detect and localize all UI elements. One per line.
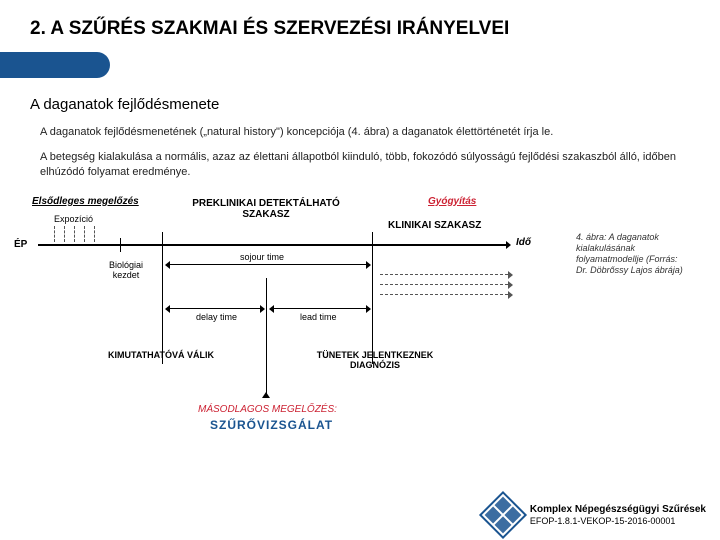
logo-code: EFOP-1.8.1-VEKOP-15-2016-00001 [530,516,706,526]
screen-arrowhead [262,392,270,398]
vline-screen [266,278,267,398]
body-paragraph-1: A daganatok fejlődésmenetének („natural … [0,121,720,146]
vline-detect [162,256,163,364]
body-paragraph-2: A betegség kialakulása a normális, azaz … [0,146,720,186]
diagram: Elsődleges megelőzés Expozíció PREKLINIK… [10,192,570,442]
label-secondary: MÁSODLAGOS MEGELŐZÉS: [198,404,337,415]
exp-arrow-3 [74,226,75,242]
logo-icon [479,491,527,539]
lead-line [274,308,366,309]
exp-arrow-1 [54,226,55,242]
vline-diag [372,256,373,364]
label-detectable: KIMUTATHATÓVÁ VÁLIK [106,350,216,360]
delay-line [170,308,260,309]
label-exposure: Expozíció [54,214,93,224]
label-primary-prevention: Elsődleges megelőzés [32,196,139,207]
label-screening: SZŰRŐVIZSGÁLAT [210,418,333,432]
timeline-axis [38,244,506,246]
label-symptoms: TÜNETEK JELENTKEZNEK DIAGNÓZIS [310,350,440,370]
label-preclinical: PREKLINIKAI DETEKTÁLHATÓ SZAKASZ [186,198,346,220]
label-ido: Idő [516,237,531,248]
dash-ido-3 [380,294,508,295]
subtitle: A daganatok fejlődésmenete [0,78,720,121]
banner [0,52,110,78]
tick-diag [372,232,373,256]
tick-bio [120,238,121,252]
logo-title: Komplex Népegészségügyi Szűrések [530,504,706,516]
label-lead: lead time [300,312,337,322]
label-bio-start: Biológiai kezdet [96,260,156,280]
sojourn-line [170,264,366,265]
label-sojourn: sojour time [240,252,284,262]
label-delay: delay time [196,312,237,322]
exp-arrow-5 [94,226,95,242]
dash-ido-1 [380,274,508,275]
page-title: 2. A SZŰRÉS SZAKMAI ÉS SZERVEZÉSI IRÁNYE… [30,18,690,40]
label-ep: ÉP [14,239,27,250]
exp-arrow-4 [84,226,85,242]
label-cure: Gyógyítás [428,196,476,207]
tick-detect [162,232,163,256]
dash-ido-2 [380,284,508,285]
footer-logo: Komplex Népegészségügyi Szűrések EFOP-1.… [486,498,706,532]
figure-caption: 4. ábra: A daganatok kialakulásának foly… [570,192,700,442]
label-clinical: KLINIKAI SZAKASZ [388,220,481,231]
exp-arrow-2 [64,226,65,242]
